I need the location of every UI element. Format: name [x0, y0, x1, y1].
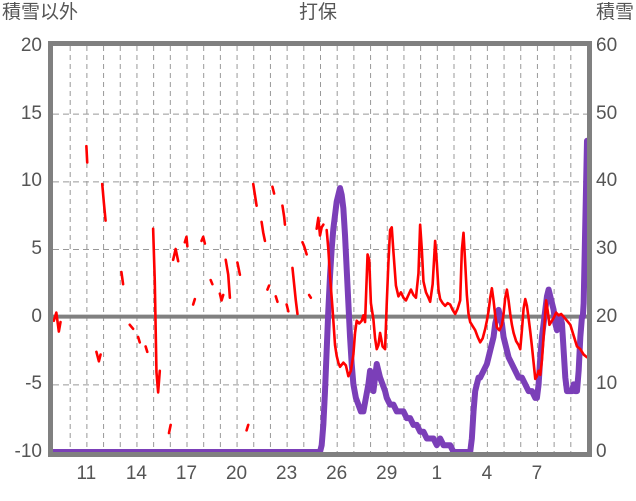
right-tick-label: 30: [596, 238, 618, 259]
left-tick-label: -10: [14, 441, 42, 462]
x-tick-label: 11: [76, 463, 97, 484]
plot-area: [53, 46, 587, 452]
left-tick-label: 5: [31, 238, 42, 259]
right-tick-label: 50: [596, 102, 618, 124]
x-tick-label: 1: [431, 463, 443, 484]
x-tick-label: 17: [175, 463, 198, 484]
right-tick-label: 10: [596, 373, 618, 395]
x-tick-label: 7: [531, 463, 543, 484]
x-tick-label: 14: [125, 463, 147, 484]
series-snow-line: [53, 137, 587, 452]
right-tick-label: 40: [596, 170, 618, 192]
right-tick-label: 20: [596, 305, 618, 327]
x-tick-label: 4: [481, 463, 493, 484]
x-tick-label: 20: [225, 463, 248, 484]
plot-frame: [48, 41, 592, 457]
left-tick-label: 0: [31, 305, 42, 327]
right-tick-label: 60: [596, 35, 618, 56]
x-tick-label: 23: [276, 463, 298, 484]
left-tick-label: 15: [20, 102, 42, 124]
right-tick-label: 0: [596, 441, 607, 462]
x-tick-label: 26: [326, 463, 348, 484]
chart-svg: [53, 46, 587, 452]
gridlines: [53, 46, 587, 452]
left-tick-label: 20: [20, 35, 42, 56]
series-other-line: [53, 144, 587, 435]
left-tick-label: 10: [20, 170, 42, 192]
page-title: 打保: [298, 2, 337, 23]
left-tick-label: -5: [25, 373, 42, 395]
left-axis-title: 積雪以外: [2, 2, 79, 23]
right-axis-title: 積雪: [595, 2, 634, 23]
x-tick-label: 29: [376, 463, 398, 484]
